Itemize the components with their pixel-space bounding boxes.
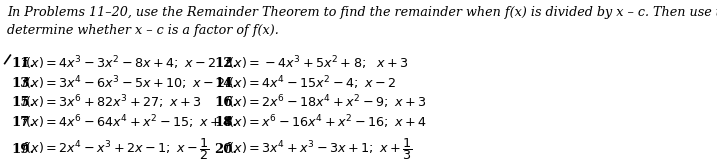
Text: 16.: 16. bbox=[214, 96, 237, 109]
Text: 17.: 17. bbox=[11, 116, 34, 129]
Text: 12.: 12. bbox=[214, 57, 237, 70]
Text: 18.: 18. bbox=[214, 116, 237, 129]
Text: $f(x) = 2x^6 - 18x^4 + x^2 - 9; \ x + 3$: $f(x) = 2x^6 - 18x^4 + x^2 - 9; \ x + 3$ bbox=[224, 94, 427, 111]
Text: 13.: 13. bbox=[11, 77, 34, 90]
Text: $f(x) = -4x^3 + 5x^2 + 8; \ \ x + 3$: $f(x) = -4x^3 + 5x^2 + 8; \ \ x + 3$ bbox=[224, 55, 409, 72]
Text: $f(x) = 3x^4 - 6x^3 - 5x + 10; \ x - 2$: $f(x) = 3x^4 - 6x^3 - 5x + 10; \ x - 2$ bbox=[21, 74, 225, 92]
Text: 20.: 20. bbox=[214, 143, 237, 156]
Text: 11.: 11. bbox=[11, 57, 35, 70]
Text: $f(x) = 4x^3 - 3x^2 - 8x + 4; \ x - 2$: $f(x) = 4x^3 - 3x^2 - 8x + 4; \ x - 2$ bbox=[21, 55, 217, 72]
Text: $f(x) = 3x^4 + x^3 - 3x + 1; \ x + \dfrac{1}{3}$: $f(x) = 3x^4 + x^3 - 3x + 1; \ x + \dfra… bbox=[224, 136, 413, 163]
Text: $f(x) = 4x^4 - 15x^2 - 4; \ x - 2$: $f(x) = 4x^4 - 15x^2 - 4; \ x - 2$ bbox=[224, 74, 397, 92]
Text: $f(x) = 3x^6 + 82x^3 + 27; \ x + 3$: $f(x) = 3x^6 + 82x^3 + 27; \ x + 3$ bbox=[21, 94, 202, 111]
Text: $f(x) = x^6 - 16x^4 + x^2 - 16; \ x + 4$: $f(x) = x^6 - 16x^4 + x^2 - 16; \ x + 4$ bbox=[224, 113, 427, 131]
Text: 19.: 19. bbox=[11, 143, 35, 156]
Text: 15.: 15. bbox=[11, 96, 35, 109]
Text: $f(x) = 2x^4 - x^3 + 2x - 1; \ x - \dfrac{1}{2}$: $f(x) = 2x^4 - x^3 + 2x - 1; \ x - \dfra… bbox=[21, 136, 210, 163]
Text: 14.: 14. bbox=[214, 77, 237, 90]
Text: In Problems 11–20, use the Remainder Theorem to find the remainder when f(x) is : In Problems 11–20, use the Remainder The… bbox=[6, 6, 717, 37]
Text: $f(x) = 4x^6 - 64x^4 + x^2 - 15; \ x + 4$: $f(x) = 4x^6 - 64x^4 + x^2 - 15; \ x + 4… bbox=[21, 113, 232, 131]
